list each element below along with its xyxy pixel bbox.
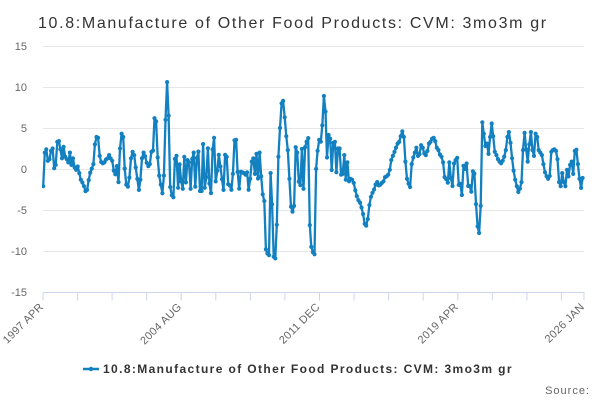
svg-text:-5: -5 (17, 205, 27, 217)
svg-text:0: 0 (21, 164, 27, 176)
svg-text:15: 15 (15, 41, 27, 53)
svg-text:-15: -15 (11, 287, 27, 299)
svg-text:10.8:Manufacture of Other Food: 10.8:Manufacture of Other Food Products:… (38, 15, 548, 32)
svg-text:-10: -10 (11, 246, 27, 258)
svg-text:10.8:Manufacture of Other Food: 10.8:Manufacture of Other Food Products:… (103, 362, 513, 376)
svg-text:Source:: Source: (545, 385, 590, 397)
svg-text:5: 5 (21, 123, 27, 135)
svg-text:10: 10 (15, 82, 27, 94)
